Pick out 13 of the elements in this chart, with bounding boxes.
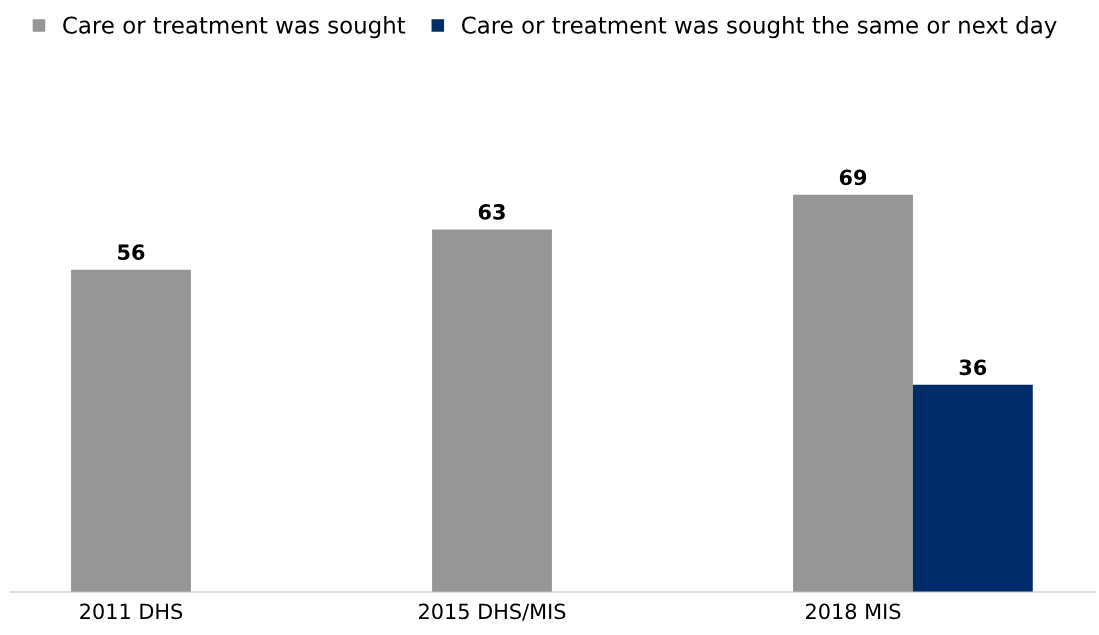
data-label: 56 <box>118 244 145 261</box>
data-label: 63 <box>478 204 505 220</box>
bar <box>793 194 913 592</box>
x-tick-label: 2018 MIS <box>806 603 901 620</box>
x-tick-label: 2015 DHS/MIS <box>419 603 566 621</box>
data-label: 36 <box>959 359 987 376</box>
data-label: 69 <box>839 169 867 186</box>
bar <box>432 229 552 592</box>
legend-label: Care or treatment was sought <box>63 16 406 39</box>
legend-label: Care or treatment was sought the same or next day <box>462 16 1057 39</box>
x-tick-label: 2011 DHS <box>80 603 183 620</box>
bar <box>912 384 1033 592</box>
bar <box>71 269 191 592</box>
